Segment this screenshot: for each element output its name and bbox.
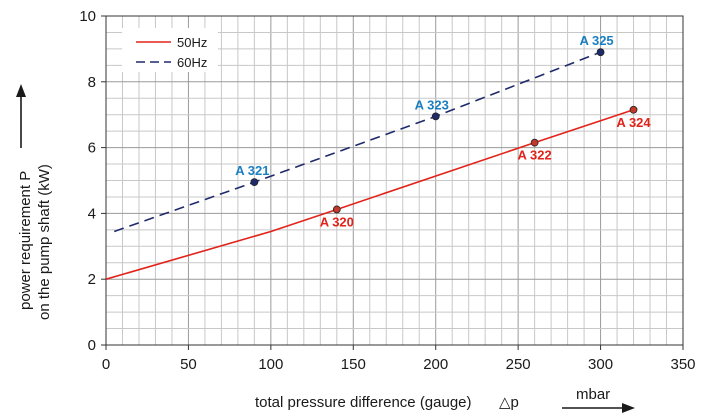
y-axis-label-line1: power requirement P (17, 171, 34, 310)
legend-box (122, 28, 218, 72)
y-tick-labels: 0 2 4 6 8 10 (79, 8, 106, 354)
y-tick-label: 8 (88, 74, 96, 91)
data-marker (250, 178, 259, 187)
x-axis-label: total pressure difference (gauge) (255, 394, 472, 411)
x-tick-label: 50 (180, 356, 197, 373)
data-markers (250, 48, 638, 214)
point-label: A 323 (415, 97, 449, 112)
data-marker (530, 138, 539, 147)
x-tick-label: 150 (341, 356, 366, 373)
legend-label-60hz: 60Hz (177, 55, 207, 70)
x-axis-unit: mbar (576, 386, 610, 403)
series-line-60hz (113, 51, 601, 233)
point-label: A 322 (518, 148, 552, 163)
y-axis-label-line2: on the pump shaft (kW) (36, 164, 53, 320)
point-label: A 324 (616, 115, 651, 130)
legend: 50Hz 60Hz (122, 28, 218, 72)
y-tick-label: 10 (79, 8, 96, 25)
y-tick-label: 0 (88, 337, 96, 354)
plot-frame (105, 15, 684, 346)
data-marker (332, 205, 341, 214)
point-label: A 321 (235, 163, 269, 178)
data-marker (431, 112, 440, 121)
point-label: A 320 (320, 214, 354, 229)
x-tick-label: 350 (670, 356, 695, 373)
x-tick-label: 300 (588, 356, 613, 373)
x-tick-label: 200 (423, 356, 448, 373)
x-tick-label: 250 (506, 356, 531, 373)
x-axis-arrow (562, 403, 635, 413)
x-tick-labels: 0 50 100 150 200 250 300 350 (102, 345, 696, 373)
point-labels: A 320 A 322 A 324 A 321 A 323 A 325 (235, 33, 651, 229)
y-axis-arrow (16, 84, 26, 148)
y-tick-label: 4 (88, 205, 96, 222)
point-label: A 325 (579, 33, 613, 48)
data-marker (629, 105, 638, 114)
legend-label-50hz: 50Hz (177, 35, 207, 50)
x-tick-label: 100 (258, 356, 283, 373)
data-marker (596, 48, 605, 57)
x-axis-symbol: △p (499, 394, 519, 411)
x-tick-label: 0 (102, 356, 110, 373)
y-tick-label: 2 (88, 271, 96, 288)
y-tick-label: 6 (88, 140, 96, 157)
